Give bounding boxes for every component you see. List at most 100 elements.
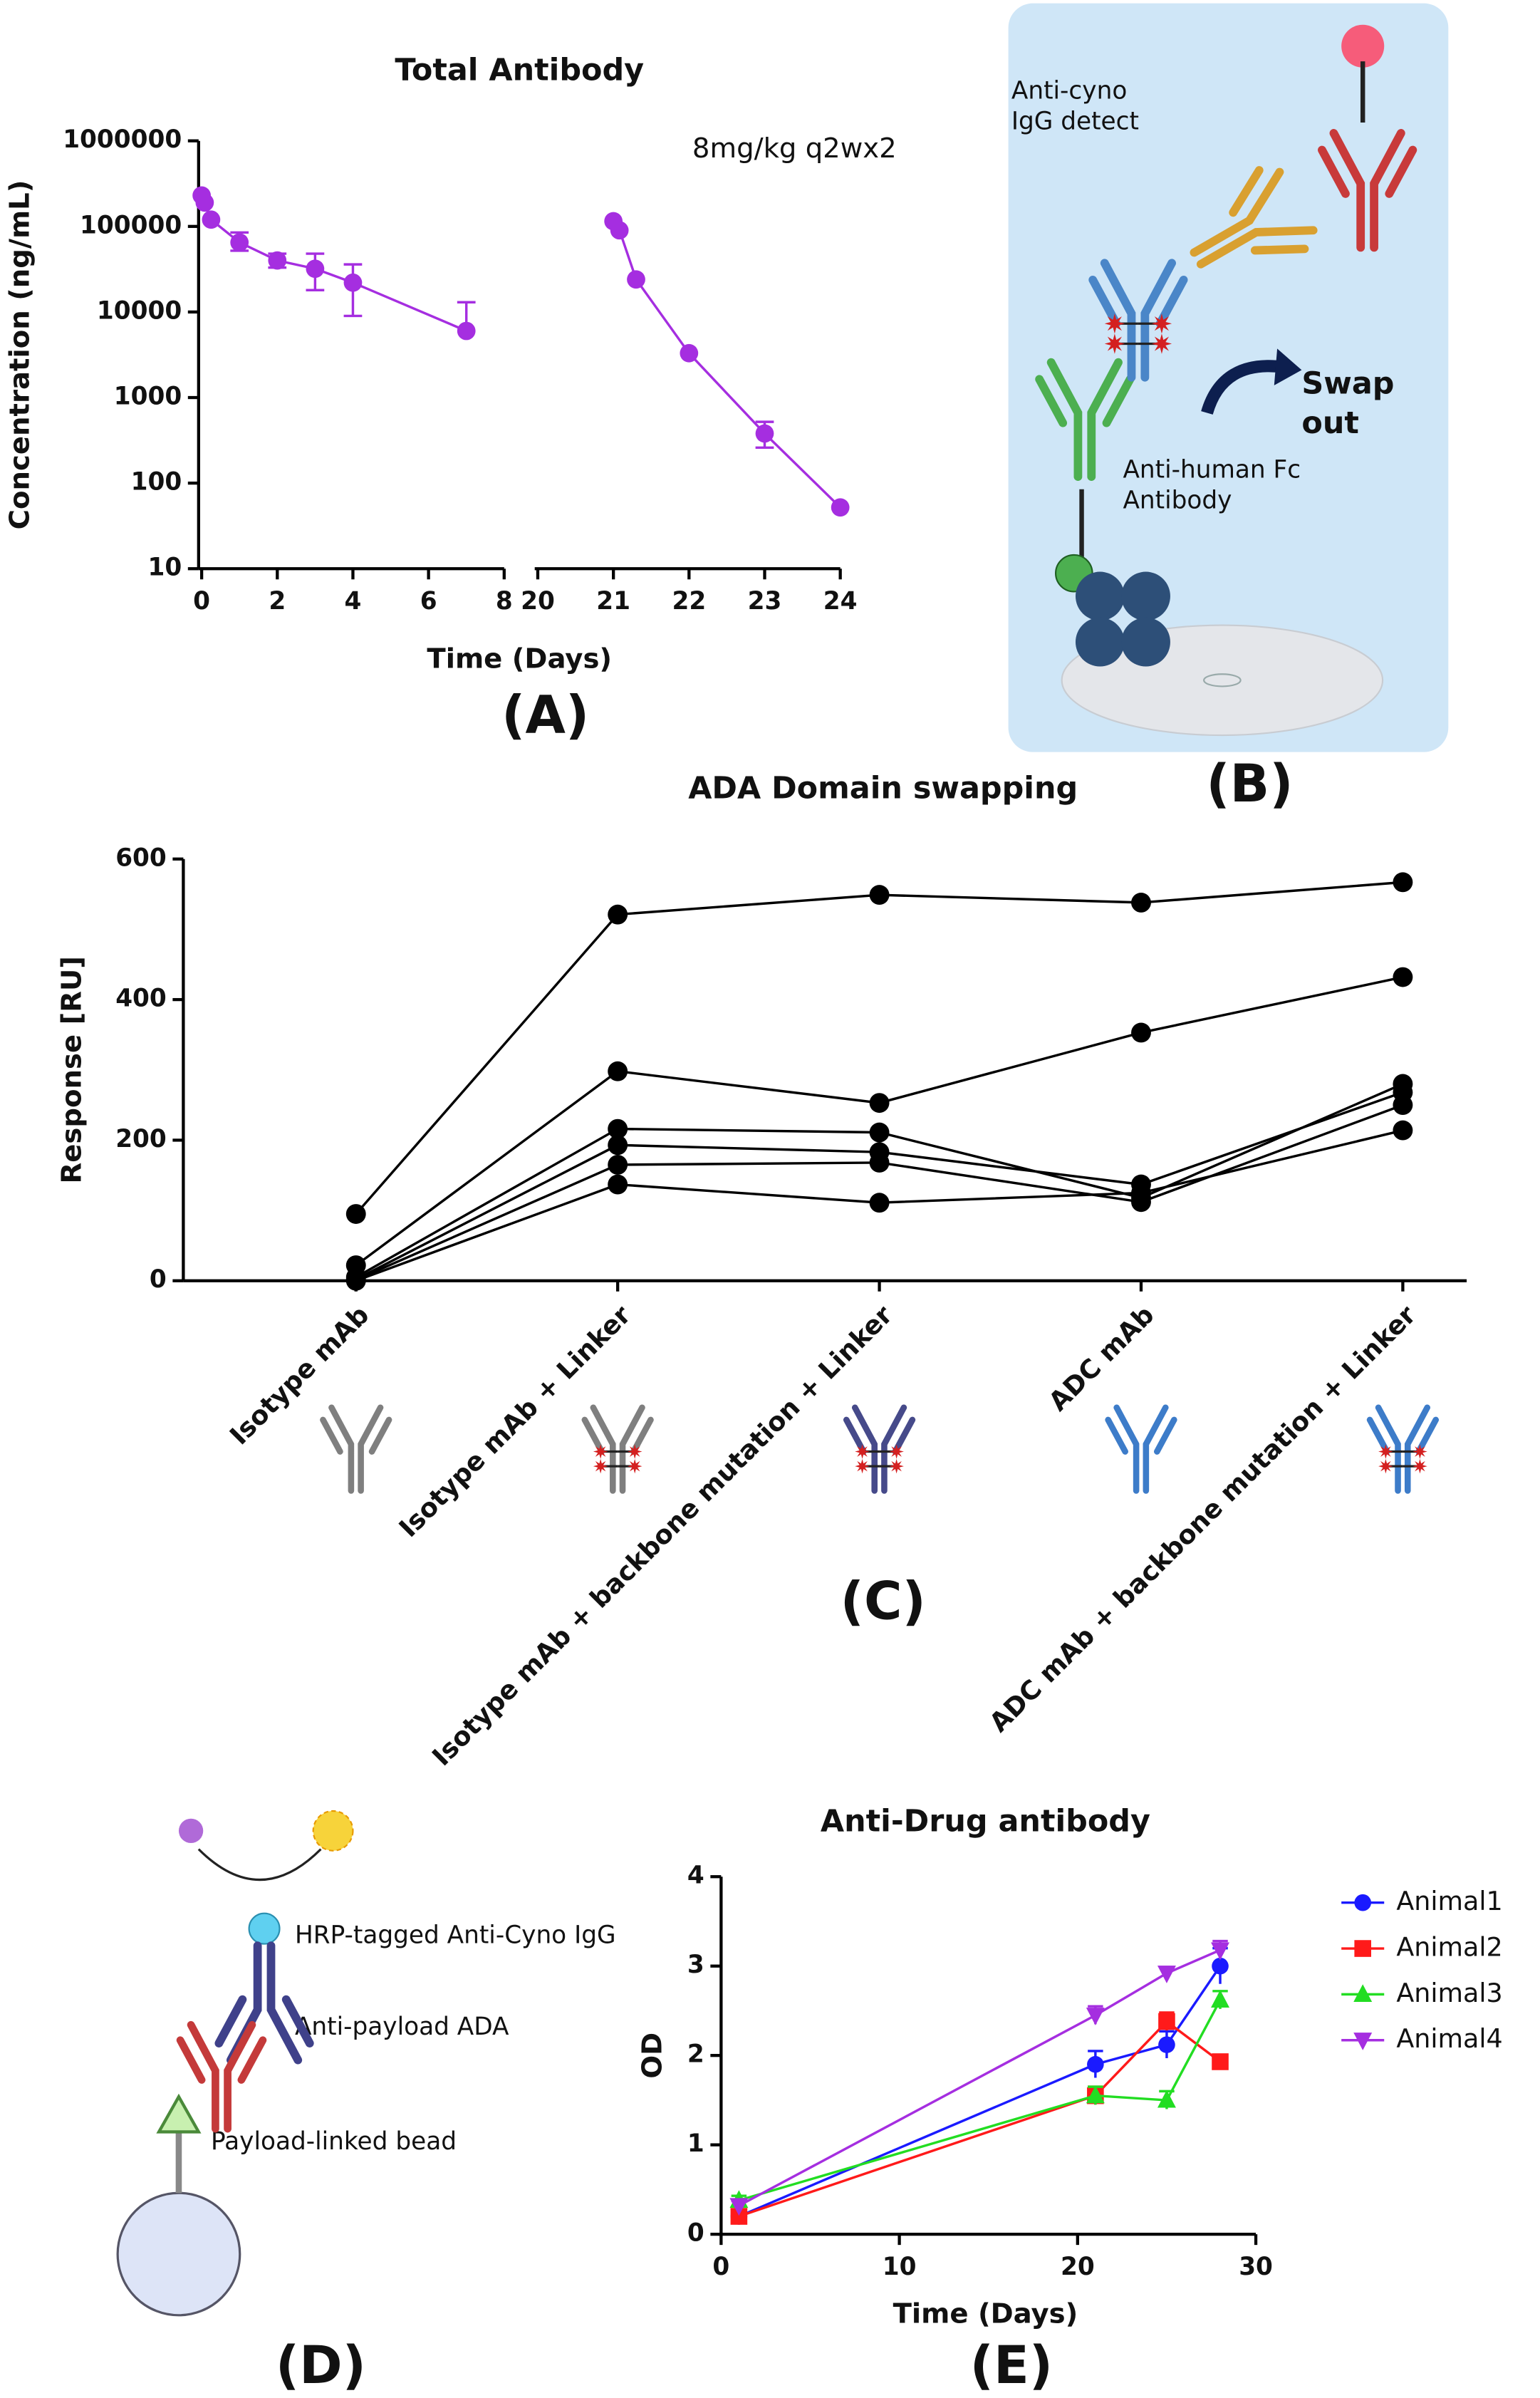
x-tick-label: 20: [521, 587, 555, 616]
label: Anti-human Fc: [1123, 455, 1301, 484]
y-tick-label: 4: [687, 1862, 704, 1890]
marker: [869, 885, 890, 905]
x-tick-label: Isotype mAb + backbone mutation + Linker: [426, 1299, 898, 1772]
marker: [1158, 2036, 1175, 2053]
y-tick-label: 1000000: [63, 125, 182, 154]
payload-star: [1151, 313, 1172, 334]
payload-star: [1412, 1444, 1427, 1459]
label: out: [1301, 405, 1358, 441]
payload-star: [1378, 1458, 1393, 1474]
y-axis-label: Concentration (ng/mL): [4, 180, 36, 530]
marker: [1086, 2085, 1105, 2104]
antibody: [1088, 259, 1188, 382]
series-line: [355, 1091, 1403, 1281]
x-tick-label: ADC mAb: [1043, 1299, 1160, 1417]
payload-star: [627, 1444, 642, 1459]
marker: [1393, 967, 1413, 987]
marker: [680, 343, 699, 363]
series-line: [200, 194, 841, 509]
legend-marker: [1353, 1984, 1373, 2003]
antibody: [581, 1404, 654, 1494]
x-tick-label: 10: [883, 2253, 917, 2281]
panel-label: (B): [1206, 754, 1293, 814]
payload-star: [1151, 333, 1172, 354]
payload-star: [889, 1458, 904, 1474]
marker: [195, 193, 214, 212]
capture-protein: [1075, 571, 1125, 621]
marker: [343, 273, 363, 292]
marker: [869, 1093, 890, 1114]
payload-star: [627, 1458, 642, 1474]
marker: [755, 424, 774, 443]
payload-star: [1104, 313, 1125, 334]
marker: [608, 1155, 628, 1175]
marker: [345, 1270, 366, 1291]
series-line: [738, 2020, 1222, 2218]
series-line: [738, 1999, 1222, 2202]
marker: [1212, 1957, 1229, 1975]
panel-label: (A): [501, 685, 589, 745]
y-tick-label: 0: [687, 2219, 704, 2248]
antibody: [214, 1941, 314, 2065]
antibody: [1366, 1404, 1440, 1494]
marker: [869, 1122, 890, 1143]
label: Swap: [1301, 365, 1394, 401]
marker: [608, 904, 628, 925]
x-tick-label: 2: [269, 587, 286, 616]
series-line: [355, 1082, 1404, 1279]
chart-title: Total Antibody: [395, 53, 644, 88]
x-tick-label: 30: [1239, 2253, 1273, 2281]
marker: [1211, 1942, 1229, 1961]
marker: [729, 2198, 749, 2216]
x-tick-label: 6: [420, 587, 437, 616]
swap-arrowhead: [1274, 348, 1302, 385]
label: Anti-payload ADA: [295, 2013, 509, 2041]
marker: [608, 1135, 628, 1156]
marker: [730, 2208, 748, 2225]
legend-label: Animal4: [1396, 2023, 1502, 2054]
legend-marker: [1354, 1940, 1371, 1957]
x-axis-label: Time (Days): [893, 2298, 1078, 2330]
substrate: [178, 1818, 204, 1844]
payload-star: [593, 1444, 608, 1459]
marker: [1131, 1022, 1151, 1043]
marker: [202, 210, 221, 229]
label: Anti-cyno: [1011, 77, 1127, 105]
marker: [608, 1118, 628, 1139]
signal: [312, 1810, 354, 1852]
hrp: [248, 1912, 281, 1945]
marker: [1131, 1183, 1151, 1203]
legend-label: Animal1: [1396, 1886, 1502, 1916]
x-tick-label: 24: [823, 587, 858, 616]
capture-protein: [1075, 617, 1125, 667]
y-axis-label: Response [RU]: [56, 956, 88, 1183]
marker: [1157, 1966, 1176, 1983]
marker: [627, 270, 645, 289]
legend-marker: [1354, 1894, 1371, 1911]
y-tick-label: 1000: [114, 383, 182, 411]
y-axis-label: OD: [636, 2033, 668, 2079]
antibody: [176, 2020, 267, 2133]
x-tick-label: 0: [712, 2253, 729, 2281]
legend-label: Animal3: [1396, 1978, 1502, 2008]
label: Payload-linked bead: [211, 2127, 457, 2156]
sensor-center: [1203, 673, 1242, 687]
marker: [1087, 2055, 1104, 2073]
series-line: [738, 1948, 1221, 2207]
chart-title: ADA Domain swapping: [688, 771, 1078, 806]
y-tick-label: 2: [687, 2040, 704, 2069]
marker: [610, 221, 629, 240]
y-tick-label: 400: [115, 985, 167, 1013]
x-tick-label: 23: [748, 587, 782, 616]
series-line: [738, 1965, 1222, 2218]
marker: [1393, 872, 1413, 893]
swap-arrow: [1201, 360, 1284, 415]
payload-star: [855, 1444, 870, 1459]
y-tick-label: 10: [148, 554, 182, 582]
antibody: [320, 1404, 392, 1494]
marker: [1211, 1990, 1229, 2008]
y-tick-label: 10000: [97, 296, 182, 325]
marker: [1131, 893, 1151, 913]
chart-title: Anti-Drug antibody: [821, 1804, 1150, 1839]
x-tick-label: Isotype mAb: [224, 1299, 375, 1450]
